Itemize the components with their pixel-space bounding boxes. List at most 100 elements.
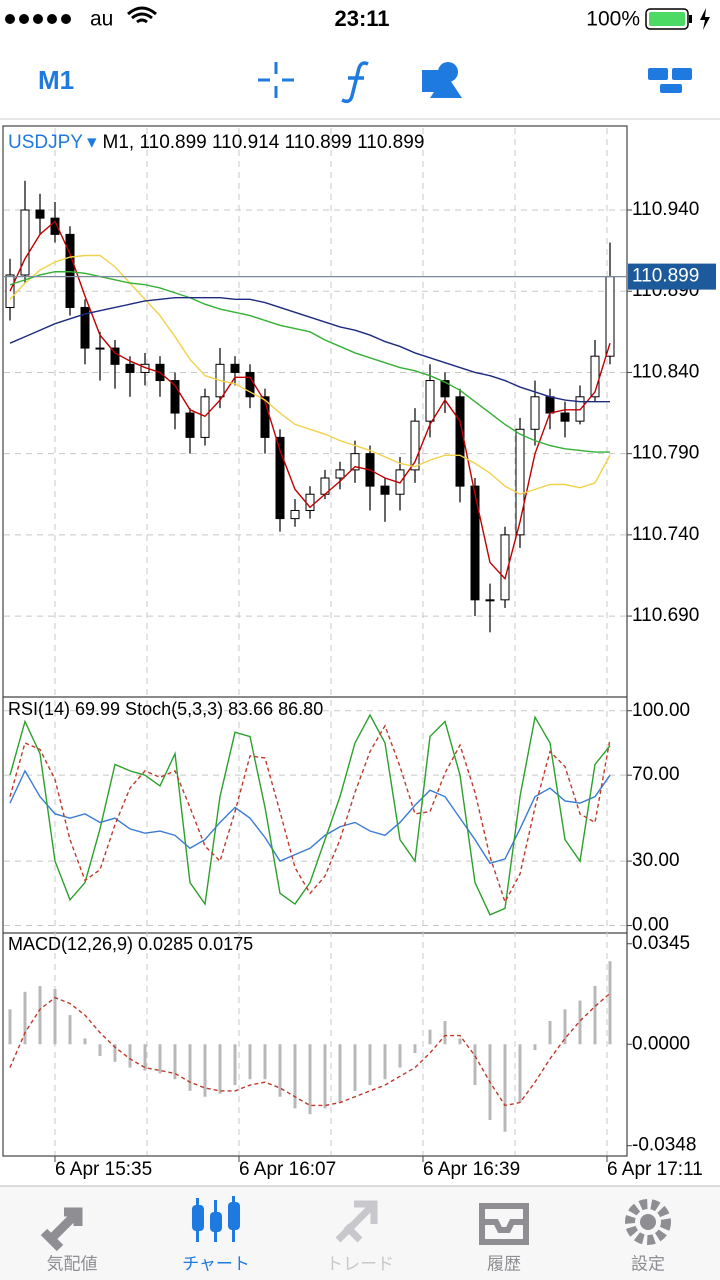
candle-body (530, 396, 540, 430)
y-tick-label: 0.00 (632, 915, 669, 936)
histogram-bar (353, 1044, 357, 1091)
histogram-bar (563, 1009, 567, 1045)
indicator-line (9, 220, 611, 581)
indicator-line (9, 254, 611, 496)
candle-body (455, 396, 465, 487)
y-tick-label: 100.00 (632, 700, 690, 721)
candle-body (65, 233, 75, 308)
tab-label[interactable]: 気配値 (47, 1254, 98, 1273)
carrier: au (90, 8, 113, 31)
indicator-button[interactable] (341, 61, 369, 104)
histogram-bar (473, 1044, 477, 1086)
x-tick-label: 6 Apr 16:39 (423, 1159, 520, 1180)
histogram-bar (83, 1038, 87, 1045)
windows-button[interactable] (648, 68, 692, 93)
chart-header: USDJPY ▾ M1, 110.899 110.914 110.899 110.8… (8, 132, 424, 153)
candle-body (125, 363, 135, 373)
histogram-bar (143, 1044, 147, 1071)
histogram-bar (383, 1044, 387, 1080)
histogram-bar (293, 1044, 297, 1109)
histogram-bar (308, 1044, 312, 1115)
candle-body (80, 306, 90, 349)
objects-button[interactable] (422, 62, 462, 98)
indicator-line (9, 713, 611, 916)
histogram-bar (278, 1044, 282, 1097)
candle-body (110, 347, 120, 365)
histogram-bar (38, 985, 42, 1045)
candle-body (35, 209, 45, 219)
x-tick-label: 6 Apr 17:11 (607, 1159, 703, 1180)
candle-body (545, 396, 555, 414)
histogram-bar (158, 1044, 162, 1074)
tab-label[interactable]: チャート (182, 1254, 250, 1273)
histogram-bar (188, 1044, 192, 1091)
histogram-bar (533, 1044, 537, 1051)
macd-title: MACD(12,26,9) 0.0285 0.0175 (8, 934, 253, 954)
tab-label[interactable]: 設定 (631, 1254, 665, 1273)
candle-body (20, 209, 30, 276)
crosshair-button[interactable] (258, 62, 294, 98)
candle-body (500, 534, 510, 601)
candle-body (380, 485, 390, 495)
y-tick-label: 70.00 (632, 764, 680, 785)
symbol[interactable]: USDJPY (8, 132, 83, 153)
indicator-line (9, 769, 611, 865)
histogram-bar (398, 1044, 402, 1068)
histogram-bar (218, 1044, 222, 1094)
histogram-bar (608, 961, 612, 1045)
histogram-bar (323, 1044, 327, 1109)
indicator-line (9, 297, 610, 403)
histogram-bar (428, 1029, 432, 1045)
histogram-bar (548, 1020, 552, 1045)
candle-body (230, 363, 240, 373)
oscillator-title: RSI(14) 69.99 Stoch(5,3,3) 83.66 86.80 (8, 699, 323, 719)
histogram-bar (263, 1044, 267, 1080)
x-tick-label: 6 Apr 15:35 (55, 1159, 152, 1180)
toolbar: M1 (0, 61, 720, 120)
vertical-grid (54, 128, 608, 1155)
plot-area: 110.940110.890110.840110.790110.740110.6… (4, 180, 716, 1180)
histogram-bar (203, 1044, 207, 1097)
candle-body (560, 412, 570, 422)
y-tick-label: 110.740 (632, 524, 699, 545)
histogram-bar (173, 1044, 177, 1080)
timeframe-button[interactable]: M1 (38, 65, 74, 95)
histogram-bar (368, 1044, 372, 1086)
histogram-bar (248, 1044, 252, 1080)
indicator-line (9, 271, 610, 453)
indicator-line (9, 992, 611, 1107)
tab-bar (0, 1185, 720, 1280)
y-tick-label: 0.0345 (632, 933, 690, 954)
histogram-bar (578, 1000, 582, 1045)
y-tick-label: -0.0348 (632, 1135, 696, 1156)
tab-label[interactable]: トレード (326, 1254, 394, 1273)
histogram-bar (233, 1044, 237, 1086)
candle-body (200, 396, 210, 438)
candle-body (335, 469, 345, 479)
candle-body (485, 599, 495, 602)
y-tick-label: 30.00 (632, 850, 680, 871)
last-price-label: 110.899 (632, 266, 699, 287)
tab-label[interactable]: 履歴 (487, 1254, 521, 1273)
histogram-bar (53, 988, 57, 1045)
y-tick-label: 110.790 (632, 443, 699, 464)
histogram-bar (23, 991, 27, 1045)
candle-body (290, 509, 300, 520)
histogram-bar (503, 1044, 507, 1132)
candle-body (170, 380, 180, 414)
indicator-line (9, 724, 611, 904)
y-tick-label: 110.690 (632, 605, 699, 626)
histogram-bar (518, 1044, 522, 1103)
histogram-bar (593, 985, 597, 1045)
histogram-bar (338, 1044, 342, 1103)
candle-body (350, 453, 360, 471)
candle-body (275, 436, 285, 520)
status-bar: au 23:11 100% (5, 6, 710, 31)
histogram-bar (413, 1044, 417, 1054)
candle-body (440, 380, 450, 398)
candle-body (50, 217, 60, 235)
last-price-box (628, 263, 716, 290)
candle-body (410, 420, 420, 471)
candle-body (470, 485, 480, 601)
